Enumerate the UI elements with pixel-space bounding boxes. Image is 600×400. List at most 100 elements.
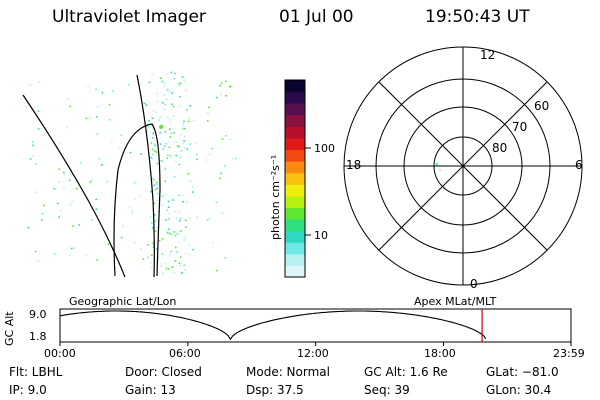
geographic-image [22, 71, 237, 278]
aurora-speckle [179, 105, 182, 107]
aurora-speckle [158, 119, 160, 122]
y-label-bottom: 1.8 [29, 330, 47, 343]
aurora-speckle [161, 80, 164, 83]
aurora-speckle [178, 83, 180, 85]
aurora-speckle [147, 256, 149, 259]
door-info: Door: Closed [125, 365, 202, 379]
aurora-speckle [145, 104, 148, 106]
aurora-speckle [220, 93, 222, 96]
aurora-speckle [85, 117, 88, 120]
aurora-speckle [134, 241, 136, 244]
aurora-speckle [32, 155, 35, 157]
aurora-speckle [158, 118, 161, 121]
aurora-speckle [79, 162, 82, 164]
aurora-speckle [27, 226, 29, 229]
aurora-speckle [170, 122, 172, 125]
aurora-speckle [163, 169, 166, 171]
aurora-speckle [178, 194, 180, 196]
colorbar-segment [285, 137, 305, 151]
aurora-speckle [89, 117, 92, 119]
aurora-speckle [154, 150, 156, 152]
aurora-speckle [169, 128, 171, 130]
aurora-speckle [181, 76, 184, 78]
aurora-speckle [171, 234, 174, 236]
aurora-speckle [37, 128, 40, 130]
aurora-speckle [171, 92, 173, 94]
aurora-speckle [90, 183, 92, 185]
aurora-speckle [221, 138, 224, 140]
aurora-speckle [179, 256, 182, 258]
aurora-speckle [188, 120, 190, 123]
polar-grid [343, 46, 583, 286]
gain-info: Gain: 13 [125, 383, 176, 397]
aurora-speckle [188, 243, 190, 246]
aurora-speckle [151, 157, 153, 160]
aurora-speckle [161, 253, 164, 255]
aurora-speckle [178, 262, 181, 264]
colorbar [284, 79, 311, 278]
aurora-speckle [72, 225, 74, 227]
aurora-speckle [34, 250, 37, 253]
aurora-speckle [101, 92, 104, 94]
aurora-speckle [156, 219, 158, 221]
aurora-speckle [179, 95, 181, 98]
aurora-speckle [169, 155, 172, 158]
aurora-speckle [224, 256, 226, 259]
aurora-speckle [178, 220, 181, 222]
lat-label-80: 80 [492, 141, 507, 155]
aurora-speckle [150, 156, 152, 159]
aurora-speckle [133, 181, 136, 184]
aurora-speckle [196, 158, 198, 161]
colorbar-segment [285, 126, 305, 139]
aurora-speckle [234, 157, 237, 160]
aurora-speckle [53, 253, 56, 256]
aurora-speckle [163, 82, 166, 85]
aurora-speckle [211, 241, 214, 244]
aurora-speckle [101, 164, 103, 166]
aurora-speckle [156, 192, 159, 195]
timeline-plot [59, 308, 572, 346]
aurora-speckle [160, 160, 163, 162]
colorbar-segment [285, 207, 305, 220]
aurora-speckle [155, 151, 158, 153]
aurora-speckle [178, 145, 181, 148]
aurora-speckle [184, 219, 187, 222]
ip-info: IP: 9.0 [9, 383, 47, 397]
hour-label-18: 18 [346, 158, 361, 172]
aurora-speckle [159, 132, 161, 134]
aurora-speckle [173, 234, 175, 236]
aurora-speckle [184, 237, 186, 239]
aurora-speckle [174, 246, 177, 249]
polar-speckle [435, 162, 439, 166]
colorbar-segment [285, 149, 305, 162]
aurora-speckle [162, 101, 164, 104]
x-label-1800: 18:00 [424, 347, 456, 360]
aurora-speckle [162, 161, 164, 163]
aurora-speckle [163, 108, 166, 111]
aurora-speckle [181, 271, 184, 274]
aurora-speckle [175, 154, 177, 157]
aurora-speckle [229, 85, 232, 87]
aurora-speckle [147, 244, 149, 246]
aurora-speckle [62, 171, 65, 174]
aurora-speckle [167, 117, 169, 119]
aurora-speckle [179, 217, 182, 220]
aurora-speckle [68, 179, 71, 182]
aurora-speckle [152, 126, 155, 129]
aurora-speckle [165, 193, 168, 196]
hour-label-0: 0 [470, 277, 478, 291]
aurora-speckle [225, 135, 227, 137]
aurora-speckle [192, 191, 194, 193]
colorbar-segment [285, 230, 305, 243]
aurora-speckle [170, 250, 173, 253]
aurora-speckle [171, 266, 174, 268]
aurora-speckle [206, 219, 209, 221]
aurora-speckle [186, 108, 188, 111]
aurora-speckles [25, 71, 237, 275]
aurora-speckle [155, 111, 157, 114]
aurora-speckle [173, 141, 176, 143]
aurora-speckle [68, 254, 71, 256]
aurora-speckle [89, 180, 92, 183]
aurora-speckle [151, 266, 153, 268]
lat-label-60: 60 [534, 99, 549, 113]
